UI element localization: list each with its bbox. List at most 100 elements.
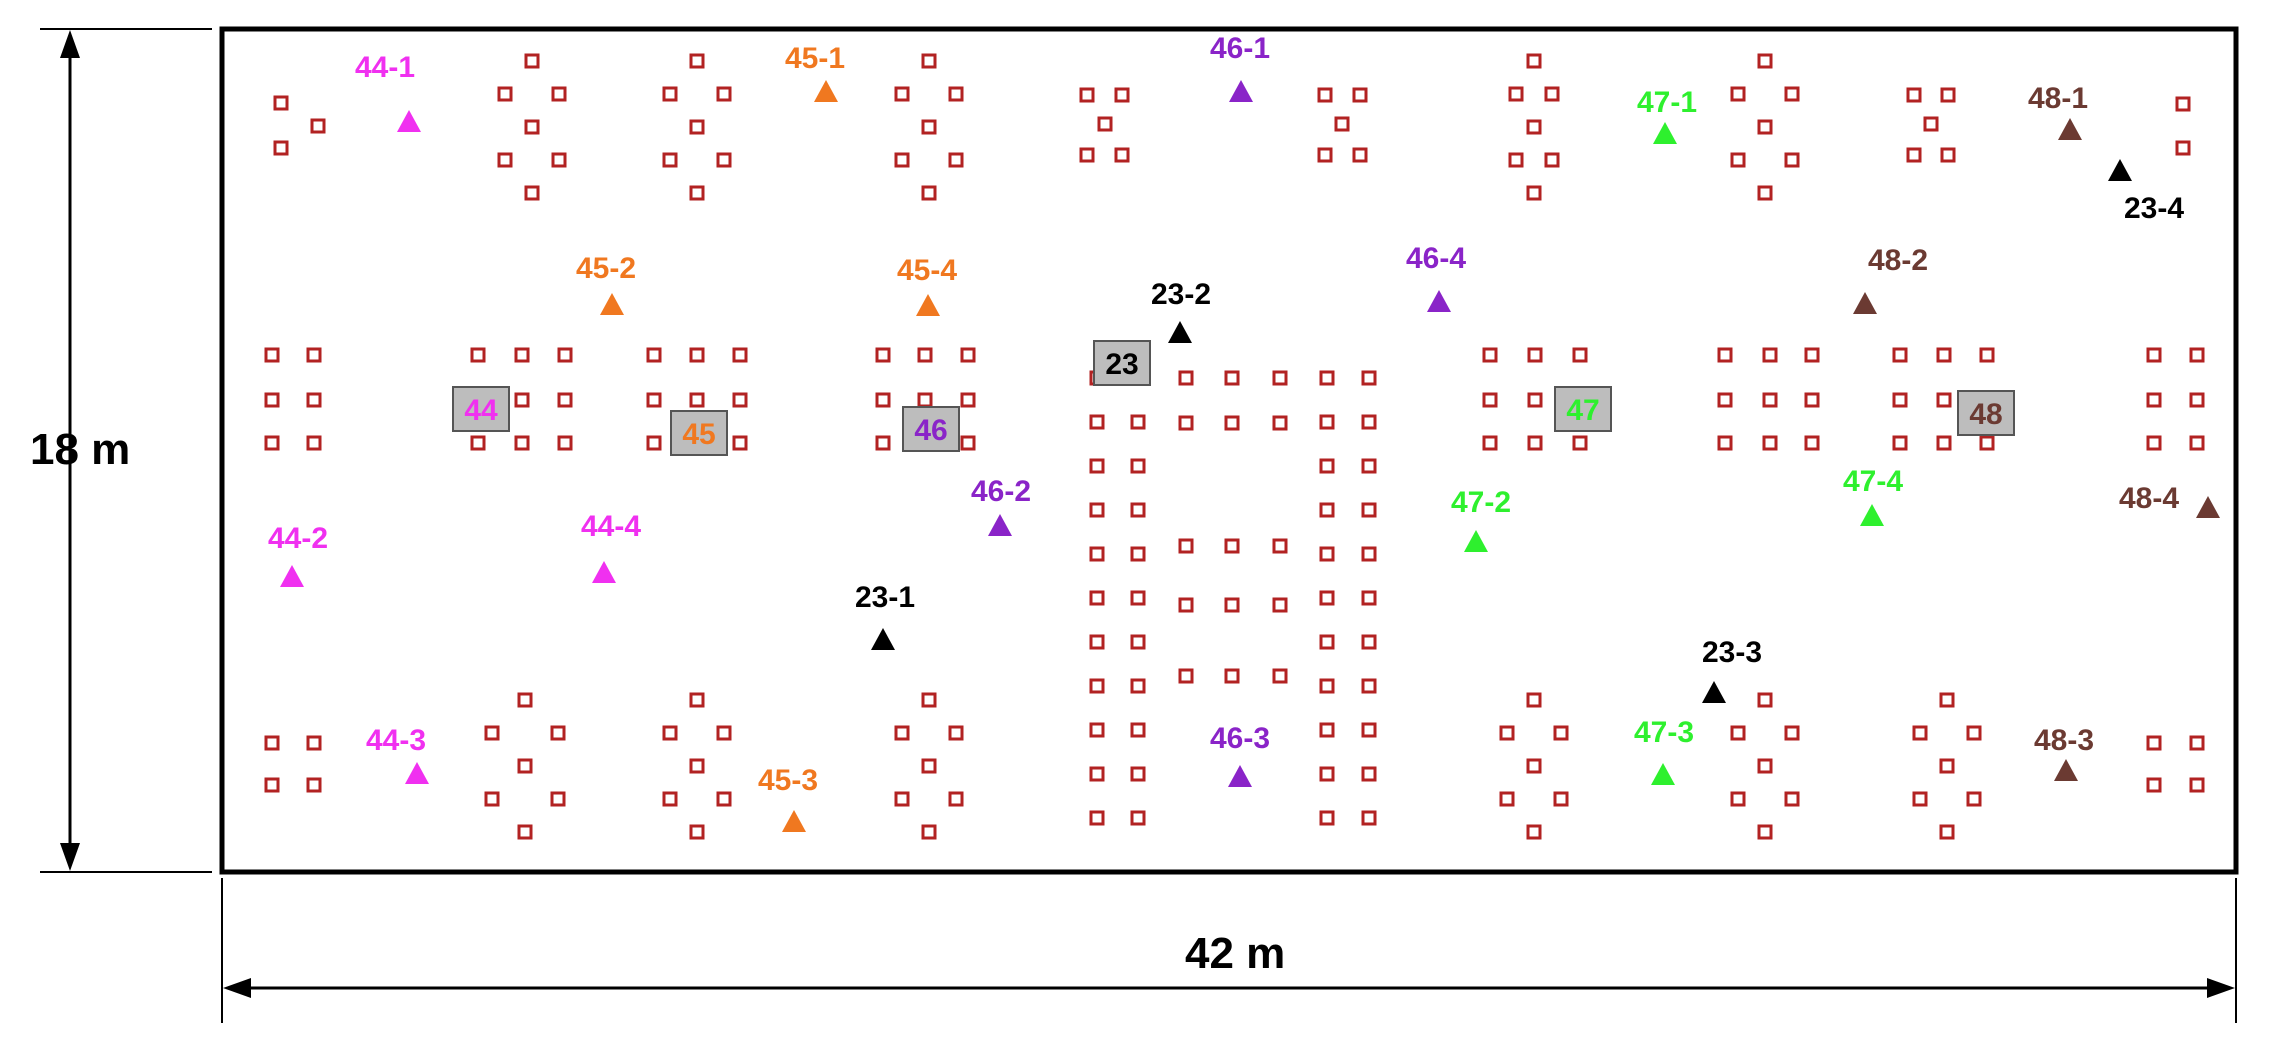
tree-marker bbox=[2189, 735, 2205, 751]
tree-marker bbox=[662, 86, 678, 102]
site-boundary bbox=[219, 26, 2239, 875]
box-44-rect bbox=[452, 386, 510, 432]
triangle-icon bbox=[2054, 759, 2078, 781]
tree-marker bbox=[716, 86, 732, 102]
point-label: 48-3 bbox=[2034, 724, 2094, 757]
tree-marker bbox=[1178, 370, 1194, 386]
tree-marker bbox=[948, 725, 964, 741]
point-label: 46-3 bbox=[1210, 722, 1270, 755]
point-label: 48-4 bbox=[2119, 482, 2179, 515]
tree-marker bbox=[550, 725, 566, 741]
point-45-3: 45-3 bbox=[758, 764, 818, 832]
tree-marker bbox=[1912, 725, 1928, 741]
tree-marker bbox=[1361, 414, 1377, 430]
tree-marker bbox=[1906, 87, 1922, 103]
point-48-2: 48-2 bbox=[1853, 244, 1928, 314]
tree-marker bbox=[1089, 458, 1105, 474]
tree-marker bbox=[1508, 152, 1524, 168]
point-45-1: 45-1 bbox=[785, 42, 845, 102]
tree-marker bbox=[264, 435, 280, 451]
tree-marker bbox=[514, 347, 530, 363]
tree-marker bbox=[1527, 392, 1543, 408]
tree-marker bbox=[1508, 86, 1524, 102]
tree-marker bbox=[1319, 678, 1335, 694]
tree-marker bbox=[1319, 722, 1335, 738]
tree-marker bbox=[1319, 590, 1335, 606]
triangle-icon bbox=[2196, 496, 2220, 518]
tree-marker bbox=[1361, 810, 1377, 826]
tree-marker bbox=[1130, 766, 1146, 782]
triangle-icon bbox=[1860, 504, 1884, 526]
width-label: 42 m bbox=[1185, 929, 1285, 978]
tree-marker bbox=[310, 118, 326, 134]
tree-marker bbox=[875, 392, 891, 408]
width-dimension: 42 m bbox=[221, 878, 2237, 1023]
tree-marker bbox=[1130, 414, 1146, 430]
tree-marker bbox=[1912, 791, 1928, 807]
triangle-icon bbox=[1702, 681, 1726, 703]
triangle-icon bbox=[1651, 763, 1675, 785]
tree-marker bbox=[921, 53, 937, 69]
tree-marker bbox=[1319, 370, 1335, 386]
tree-marker bbox=[1361, 546, 1377, 562]
tree-marker bbox=[264, 347, 280, 363]
tree-marker bbox=[1272, 415, 1288, 431]
tree-marker bbox=[1526, 119, 1542, 135]
tree-marker bbox=[1089, 678, 1105, 694]
tree-marker bbox=[1527, 435, 1543, 451]
triangle-icon bbox=[397, 110, 421, 132]
tree-marker bbox=[1130, 810, 1146, 826]
tree-marker bbox=[1482, 392, 1498, 408]
tree-marker bbox=[2189, 392, 2205, 408]
tree-marker bbox=[1482, 347, 1498, 363]
point-label: 47-1 bbox=[1637, 86, 1697, 119]
tree-marker bbox=[1940, 147, 1956, 163]
triangle-icon bbox=[405, 762, 429, 784]
point-47-1: 47-1 bbox=[1637, 86, 1697, 144]
point-44-2: 44-2 bbox=[268, 522, 328, 587]
tree-marker bbox=[1526, 758, 1542, 774]
tree-marker bbox=[1979, 347, 1995, 363]
tree-marker bbox=[514, 435, 530, 451]
tree-marker bbox=[517, 758, 533, 774]
tree-marker bbox=[917, 347, 933, 363]
tree-marker bbox=[1089, 810, 1105, 826]
tree-marker bbox=[960, 392, 976, 408]
tree-marker bbox=[2146, 392, 2162, 408]
point-label: 45-1 bbox=[785, 42, 845, 75]
tree-marker bbox=[1178, 597, 1194, 613]
tree-marker bbox=[1224, 415, 1240, 431]
tree-marker bbox=[689, 119, 705, 135]
tree-marker bbox=[557, 347, 573, 363]
tree-marker bbox=[306, 347, 322, 363]
tree-marker bbox=[1130, 678, 1146, 694]
tree-marker bbox=[2175, 96, 2191, 112]
tree-marker bbox=[1361, 722, 1377, 738]
point-44-4: 44-4 bbox=[581, 510, 641, 583]
tree-marker bbox=[524, 185, 540, 201]
point-46-3: 46-3 bbox=[1210, 722, 1270, 787]
tree-marker bbox=[1089, 590, 1105, 606]
triangle-icon bbox=[1168, 321, 1192, 343]
tree-marker bbox=[646, 347, 662, 363]
tree-marker bbox=[517, 692, 533, 708]
point-label: 48-2 bbox=[1868, 244, 1928, 277]
tree-marker bbox=[894, 791, 910, 807]
tree-marker bbox=[732, 392, 748, 408]
tree-marker bbox=[2146, 777, 2162, 793]
tree-marker bbox=[1979, 435, 1995, 451]
tree-marker bbox=[1730, 791, 1746, 807]
triangle-icon bbox=[1229, 80, 1253, 102]
tree-marker bbox=[551, 152, 567, 168]
tree-marker bbox=[921, 758, 937, 774]
tree-marker bbox=[2146, 435, 2162, 451]
tree-marker bbox=[716, 791, 732, 807]
tree-marker bbox=[1526, 824, 1542, 840]
tree-marker bbox=[484, 725, 500, 741]
tree-marker bbox=[716, 725, 732, 741]
box-23-label: 23 bbox=[1105, 348, 1138, 381]
tree-marker bbox=[517, 824, 533, 840]
tree-marker bbox=[306, 777, 322, 793]
tree-marker bbox=[894, 152, 910, 168]
